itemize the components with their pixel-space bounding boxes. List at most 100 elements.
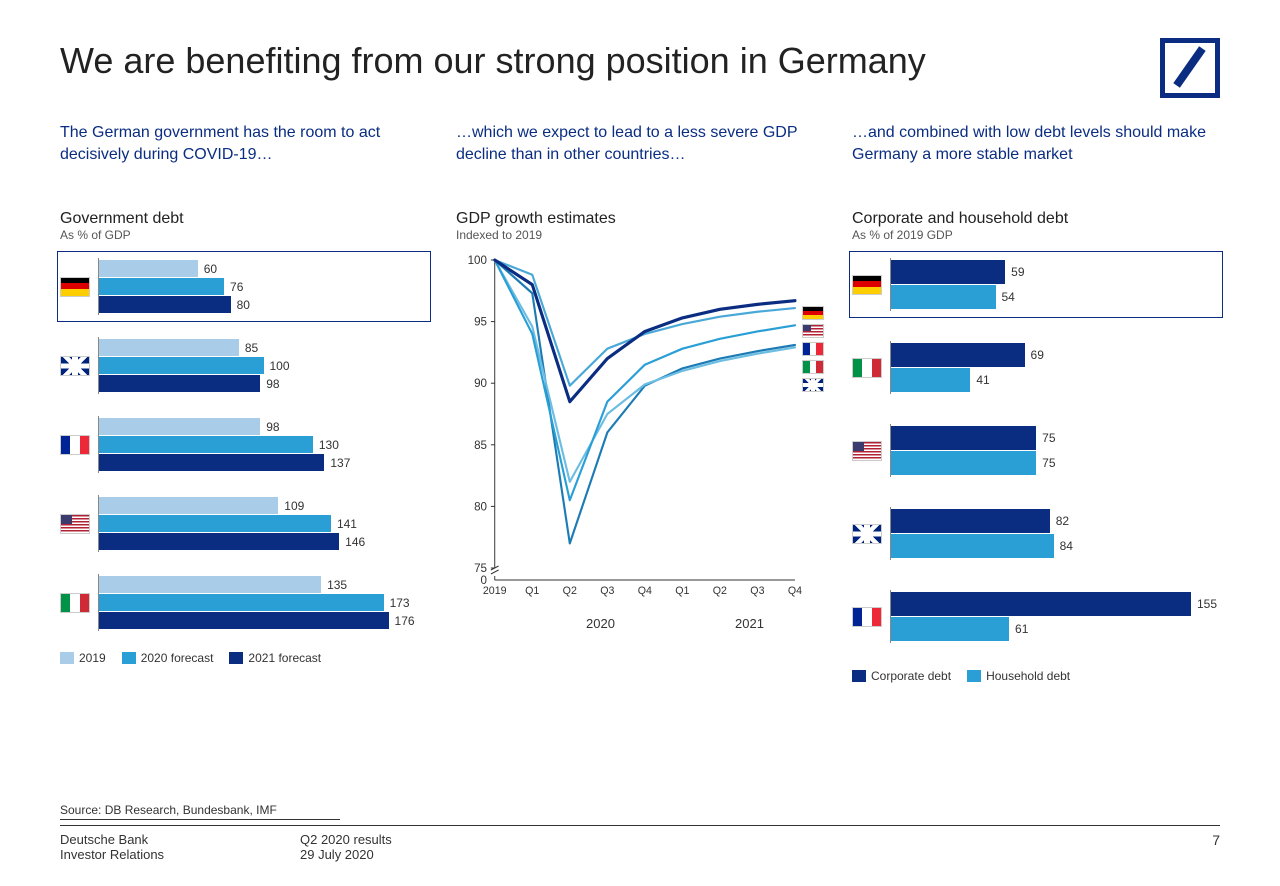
- flag-de-icon: [802, 306, 824, 320]
- legend-swatch: [229, 652, 243, 664]
- y-tick-label: 90: [474, 376, 487, 390]
- chart-subtitle: As % of 2019 GDP: [852, 228, 1220, 242]
- bar-value-label: 54: [1002, 290, 1015, 304]
- year-label: 2021: [735, 616, 764, 631]
- legend-swatch: [967, 670, 981, 682]
- line-chart-flag-legend: [802, 304, 824, 394]
- series-line-uk: [495, 260, 795, 543]
- legend-item: Household debt: [967, 669, 1070, 683]
- bar: [99, 612, 389, 629]
- chart-title: Government debt: [60, 210, 428, 228]
- bar-value-label: 75: [1042, 431, 1055, 445]
- legend-swatch: [60, 652, 74, 664]
- bar-group: 8284: [852, 503, 1220, 564]
- bar-value-label: 100: [270, 359, 290, 373]
- source-note: Source: DB Research, Bundesbank, IMF: [60, 803, 340, 820]
- flag-uk-icon: [852, 524, 882, 544]
- bar: [99, 436, 313, 453]
- page-title: We are benefiting from our strong positi…: [60, 40, 1220, 82]
- year-axis: 2020 2021: [456, 616, 824, 631]
- series-line-de: [495, 260, 795, 402]
- bar-value-label: 98: [266, 377, 279, 391]
- chart-subtitle: As % of GDP: [60, 228, 428, 242]
- bar-value-label: 155: [1197, 597, 1217, 611]
- bar: [99, 576, 321, 593]
- legend-label: 2020 forecast: [141, 651, 214, 665]
- bar-value-label: 60: [204, 262, 217, 276]
- bar: [99, 497, 278, 514]
- legend-item: Corporate debt: [852, 669, 951, 683]
- flag-us-icon: [802, 324, 824, 338]
- legend: 2019 2020 forecast 2021 forecast: [60, 651, 428, 665]
- legend-item: 2020 forecast: [122, 651, 214, 665]
- bar: [891, 343, 1025, 367]
- x-tick-label: Q3: [600, 585, 614, 597]
- legend: Corporate debt Household debt: [852, 669, 1220, 683]
- flag-fr-icon: [60, 435, 90, 455]
- bar-value-label: 109: [284, 499, 304, 513]
- y-tick-label: 95: [474, 314, 487, 328]
- x-tick-label: Q1: [675, 585, 689, 597]
- bar-value-label: 59: [1011, 265, 1024, 279]
- legend-swatch: [122, 652, 136, 664]
- chart-title: GDP growth estimates: [456, 210, 824, 228]
- x-tick-label: Q4: [638, 585, 652, 597]
- bar-value-label: 76: [230, 280, 243, 294]
- bar: [891, 260, 1005, 284]
- bar-value-label: 173: [390, 596, 410, 610]
- bar: [99, 594, 384, 611]
- flag-de-icon: [852, 275, 882, 295]
- bar-group: 6941: [852, 337, 1220, 398]
- flag-us-icon: [852, 441, 882, 461]
- chart-subtitle: Indexed to 2019: [456, 228, 824, 242]
- bar-group: 109 141 146: [60, 491, 428, 556]
- col-heading: …and combined with low debt levels shoul…: [852, 122, 1220, 170]
- bar: [891, 426, 1036, 450]
- y-tick-label: 100: [468, 254, 488, 267]
- bar-value-label: 84: [1060, 539, 1073, 553]
- flag-us-icon: [60, 514, 90, 534]
- legend-label: Corporate debt: [871, 669, 951, 683]
- bar-value-label: 98: [266, 420, 279, 434]
- page-number: 7: [1212, 832, 1220, 862]
- bar-value-label: 141: [337, 517, 357, 531]
- flag-uk-icon: [802, 378, 824, 392]
- x-tick-label: Q3: [750, 585, 764, 597]
- bar: [99, 296, 231, 313]
- bar-value-label: 41: [976, 373, 989, 387]
- bar: [99, 454, 324, 471]
- legend-item: 2021 forecast: [229, 651, 321, 665]
- bar: [99, 339, 239, 356]
- footer-mid: 29 July 2020: [300, 847, 1212, 862]
- legend-item: 2019: [60, 651, 106, 665]
- bar: [99, 515, 331, 532]
- bar-group: 60 76 80: [60, 254, 428, 319]
- footer-org: Investor Relations: [60, 847, 300, 862]
- legend-label: Household debt: [986, 669, 1070, 683]
- legend-label: 2021 forecast: [248, 651, 321, 665]
- flag-it-icon: [60, 593, 90, 613]
- flag-fr-icon: [802, 342, 824, 356]
- footer-org: Deutsche Bank: [60, 832, 300, 847]
- bar: [891, 534, 1054, 558]
- legend-label: 2019: [79, 651, 106, 665]
- bar-value-label: 80: [237, 298, 250, 312]
- x-tick-label: Q2: [713, 585, 727, 597]
- x-tick-label: 2019: [483, 585, 507, 597]
- bar: [99, 357, 264, 374]
- bar: [99, 278, 224, 295]
- chart-title: Corporate and household debt: [852, 210, 1220, 228]
- bar-group: 75 75: [852, 420, 1220, 481]
- gdp-growth-line-chart: 758085909510002019Q1Q2Q3Q4Q1Q2Q3Q4: [456, 254, 824, 614]
- bar: [891, 509, 1050, 533]
- flag-it-icon: [802, 360, 824, 374]
- flag-it-icon: [852, 358, 882, 378]
- col-gdp-growth: …which we expect to lead to a less sever…: [456, 122, 824, 683]
- corporate-household-debt-bar-chart: 595469417575828415561: [852, 254, 1220, 647]
- bar-value-label: 130: [319, 438, 339, 452]
- bar-group: 98130137: [60, 412, 428, 477]
- bar-value-label: 75: [1042, 456, 1055, 470]
- bar-value-label: 85: [245, 341, 258, 355]
- footer-mid: Q2 2020 results: [300, 832, 1212, 847]
- bar-value-label: 146: [345, 535, 365, 549]
